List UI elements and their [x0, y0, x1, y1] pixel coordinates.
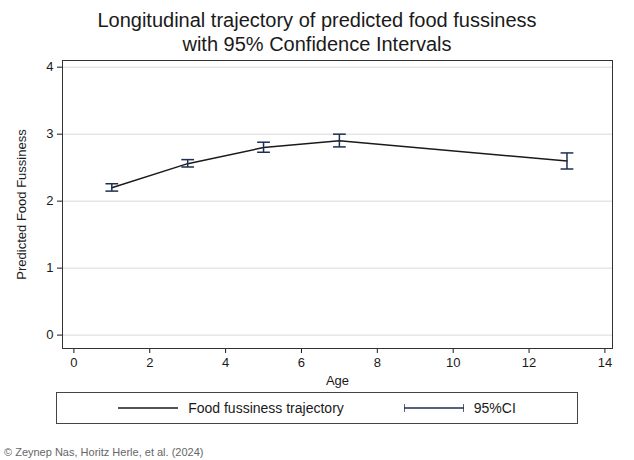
svg-text:10: 10: [446, 355, 460, 370]
html-text:with 95% Confidence Intervals: with 95% Confidence Intervals: [182, 33, 452, 55]
svg-text:0: 0: [70, 355, 77, 370]
svg-text:0: 0: [46, 327, 53, 342]
svg-text:8: 8: [374, 355, 381, 370]
svg-text:2: 2: [146, 355, 153, 370]
html-text:Food fussiness trajectory: Food fussiness trajectory: [188, 400, 344, 416]
svg-text:4: 4: [46, 59, 53, 74]
svg-text:14: 14: [598, 355, 612, 370]
svg-text:12: 12: [522, 355, 536, 370]
svg-text:Predicted Food Fussiness: Predicted Food Fussiness: [14, 129, 29, 280]
svg-text:3: 3: [46, 126, 53, 141]
svg-text:4: 4: [222, 355, 229, 370]
svg-text:Age: Age: [326, 373, 349, 388]
svg-text:2: 2: [46, 193, 53, 208]
html-text:© Zeynep Nas, Horitz Herle, et: © Zeynep Nas, Horitz Herle, et al. (2024…: [4, 446, 204, 458]
html-text:95%CI: 95%CI: [473, 400, 516, 416]
html-text:Longitudinal trajectory of pre: Longitudinal trajectory of predicted foo…: [97, 9, 537, 31]
svg-text:6: 6: [298, 355, 305, 370]
svg-text:1: 1: [46, 260, 53, 275]
